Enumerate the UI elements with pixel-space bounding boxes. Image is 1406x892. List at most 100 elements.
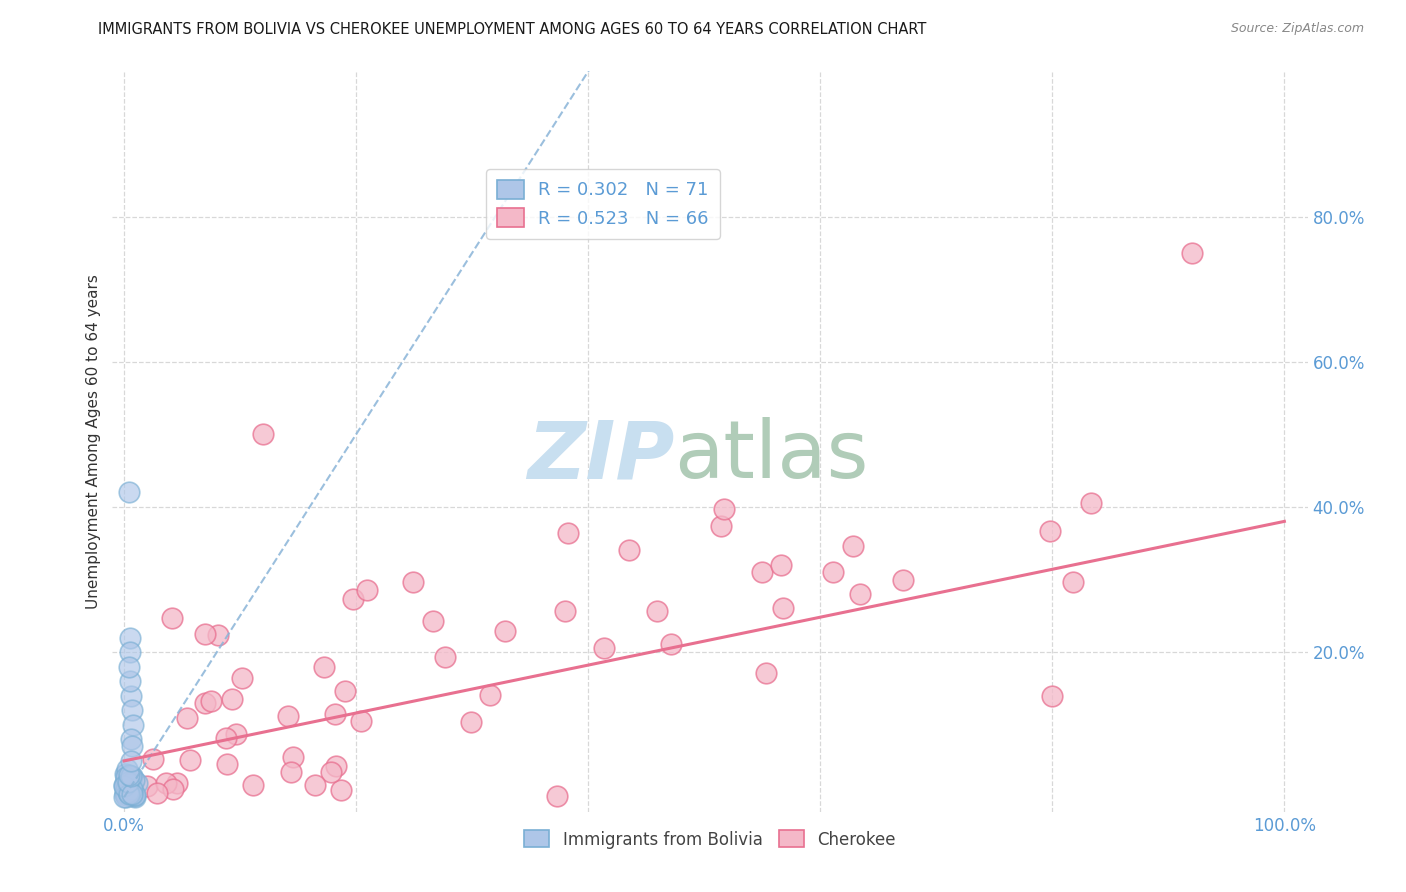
Point bbox=[121, 769, 143, 783]
Point bbox=[124, 772, 146, 787]
Point bbox=[117, 776, 139, 790]
Point bbox=[1040, 689, 1063, 703]
Point bbox=[142, 752, 165, 766]
Point bbox=[118, 768, 141, 782]
Point bbox=[117, 783, 139, 797]
Point bbox=[114, 781, 136, 796]
Point bbox=[304, 778, 326, 792]
Point bbox=[200, 694, 222, 708]
Point bbox=[849, 587, 872, 601]
Point bbox=[117, 788, 139, 802]
Point bbox=[120, 786, 142, 800]
Point bbox=[221, 691, 243, 706]
Point bbox=[118, 787, 141, 801]
Point bbox=[117, 782, 139, 797]
Point bbox=[112, 779, 135, 793]
Point bbox=[554, 604, 576, 618]
Point bbox=[118, 777, 141, 791]
Point bbox=[124, 786, 146, 800]
Point bbox=[769, 558, 792, 572]
Y-axis label: Unemployment Among Ages 60 to 64 years: Unemployment Among Ages 60 to 64 years bbox=[86, 274, 101, 609]
Point bbox=[546, 789, 568, 803]
Point bbox=[124, 789, 146, 803]
Point bbox=[841, 539, 863, 553]
Point bbox=[1180, 245, 1202, 260]
Point bbox=[117, 786, 139, 800]
Point bbox=[277, 708, 299, 723]
Point bbox=[479, 689, 502, 703]
Point bbox=[121, 703, 143, 717]
Point bbox=[162, 782, 184, 797]
Point bbox=[121, 789, 143, 803]
Point bbox=[115, 778, 138, 792]
Text: Source: ZipAtlas.com: Source: ZipAtlas.com bbox=[1230, 22, 1364, 36]
Point bbox=[117, 785, 139, 799]
Point bbox=[402, 574, 425, 589]
Point bbox=[755, 666, 778, 681]
Legend: Immigrants from Bolivia, Cherokee: Immigrants from Bolivia, Cherokee bbox=[517, 823, 903, 855]
Point bbox=[115, 772, 138, 787]
Point bbox=[112, 789, 135, 804]
Point bbox=[356, 583, 378, 598]
Point bbox=[592, 640, 614, 655]
Point bbox=[194, 626, 217, 640]
Point bbox=[120, 769, 142, 783]
Point bbox=[118, 781, 141, 796]
Point bbox=[179, 753, 201, 767]
Point bbox=[155, 776, 177, 790]
Text: ZIP: ZIP bbox=[527, 417, 675, 495]
Point bbox=[122, 789, 145, 803]
Point bbox=[314, 659, 336, 673]
Point bbox=[160, 611, 183, 625]
Point bbox=[117, 775, 139, 789]
Point bbox=[242, 778, 264, 792]
Point bbox=[710, 518, 733, 533]
Point bbox=[120, 776, 142, 790]
Point bbox=[114, 789, 136, 804]
Point bbox=[460, 714, 482, 729]
Point bbox=[434, 650, 457, 665]
Point bbox=[115, 778, 138, 792]
Point bbox=[115, 762, 138, 776]
Point bbox=[166, 775, 188, 789]
Point bbox=[120, 782, 142, 797]
Point bbox=[751, 565, 773, 579]
Point bbox=[342, 591, 364, 606]
Point bbox=[114, 779, 136, 793]
Point bbox=[118, 659, 141, 673]
Point bbox=[280, 765, 302, 780]
Point bbox=[117, 789, 139, 803]
Point bbox=[117, 786, 139, 800]
Point bbox=[891, 573, 914, 587]
Point bbox=[772, 601, 794, 615]
Point bbox=[207, 627, 229, 641]
Text: atlas: atlas bbox=[675, 417, 869, 495]
Point bbox=[115, 785, 138, 799]
Point bbox=[422, 615, 444, 629]
Point bbox=[118, 787, 141, 801]
Point bbox=[283, 749, 305, 764]
Point bbox=[124, 789, 146, 804]
Point bbox=[215, 731, 238, 745]
Point bbox=[118, 777, 141, 791]
Point bbox=[330, 782, 353, 797]
Point bbox=[118, 781, 141, 796]
Point bbox=[117, 787, 139, 801]
Point bbox=[118, 674, 141, 689]
Point bbox=[225, 726, 247, 740]
Point bbox=[252, 427, 274, 442]
Point bbox=[120, 754, 142, 768]
Point bbox=[1039, 524, 1062, 538]
Point bbox=[821, 565, 844, 579]
Point bbox=[112, 778, 135, 792]
Point bbox=[114, 778, 136, 792]
Point bbox=[494, 624, 516, 639]
Point bbox=[122, 717, 145, 731]
Point bbox=[713, 502, 735, 516]
Point bbox=[120, 778, 142, 792]
Point bbox=[121, 782, 143, 797]
Point bbox=[117, 777, 139, 791]
Point bbox=[135, 780, 157, 794]
Point bbox=[619, 543, 641, 558]
Point bbox=[120, 689, 142, 703]
